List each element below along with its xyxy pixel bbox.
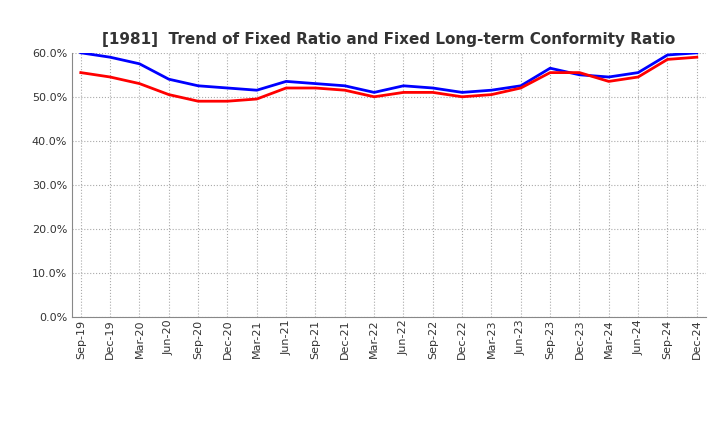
Fixed Long-term Conformity Ratio bbox=[575, 70, 584, 75]
Fixed Ratio bbox=[253, 88, 261, 93]
Fixed Long-term Conformity Ratio bbox=[546, 70, 554, 75]
Fixed Ratio bbox=[135, 61, 144, 66]
Fixed Long-term Conformity Ratio bbox=[487, 92, 496, 97]
Fixed Long-term Conformity Ratio bbox=[516, 85, 525, 91]
Fixed Long-term Conformity Ratio bbox=[341, 88, 349, 93]
Fixed Long-term Conformity Ratio bbox=[399, 90, 408, 95]
Fixed Long-term Conformity Ratio bbox=[106, 74, 114, 80]
Fixed Long-term Conformity Ratio bbox=[663, 57, 672, 62]
Title: [1981]  Trend of Fixed Ratio and Fixed Long-term Conformity Ratio: [1981] Trend of Fixed Ratio and Fixed Lo… bbox=[102, 33, 675, 48]
Fixed Ratio bbox=[282, 79, 290, 84]
Fixed Ratio bbox=[693, 50, 701, 55]
Fixed Ratio bbox=[399, 83, 408, 88]
Fixed Long-term Conformity Ratio bbox=[428, 90, 437, 95]
Fixed Long-term Conformity Ratio bbox=[634, 74, 642, 80]
Fixed Long-term Conformity Ratio bbox=[282, 85, 290, 91]
Fixed Ratio bbox=[370, 90, 379, 95]
Fixed Long-term Conformity Ratio bbox=[311, 85, 320, 91]
Fixed Ratio bbox=[663, 52, 672, 58]
Fixed Long-term Conformity Ratio bbox=[693, 55, 701, 60]
Fixed Ratio bbox=[164, 77, 173, 82]
Fixed Long-term Conformity Ratio bbox=[605, 79, 613, 84]
Fixed Long-term Conformity Ratio bbox=[253, 96, 261, 102]
Fixed Ratio bbox=[341, 83, 349, 88]
Fixed Ratio bbox=[546, 66, 554, 71]
Fixed Ratio bbox=[516, 83, 525, 88]
Fixed Ratio bbox=[428, 85, 437, 91]
Fixed Ratio bbox=[605, 74, 613, 80]
Fixed Ratio bbox=[634, 70, 642, 75]
Fixed Long-term Conformity Ratio bbox=[164, 92, 173, 97]
Fixed Long-term Conformity Ratio bbox=[76, 70, 85, 75]
Fixed Long-term Conformity Ratio bbox=[194, 99, 202, 104]
Fixed Ratio bbox=[487, 88, 496, 93]
Fixed Ratio bbox=[311, 81, 320, 86]
Line: Fixed Ratio: Fixed Ratio bbox=[81, 53, 697, 92]
Fixed Ratio bbox=[106, 55, 114, 60]
Fixed Ratio bbox=[575, 72, 584, 77]
Fixed Long-term Conformity Ratio bbox=[458, 94, 467, 99]
Fixed Ratio bbox=[458, 90, 467, 95]
Fixed Long-term Conformity Ratio bbox=[223, 99, 232, 104]
Line: Fixed Long-term Conformity Ratio: Fixed Long-term Conformity Ratio bbox=[81, 57, 697, 101]
Fixed Ratio bbox=[223, 85, 232, 91]
Fixed Long-term Conformity Ratio bbox=[135, 81, 144, 86]
Fixed Ratio bbox=[194, 83, 202, 88]
Fixed Long-term Conformity Ratio bbox=[370, 94, 379, 99]
Fixed Ratio bbox=[76, 50, 85, 55]
